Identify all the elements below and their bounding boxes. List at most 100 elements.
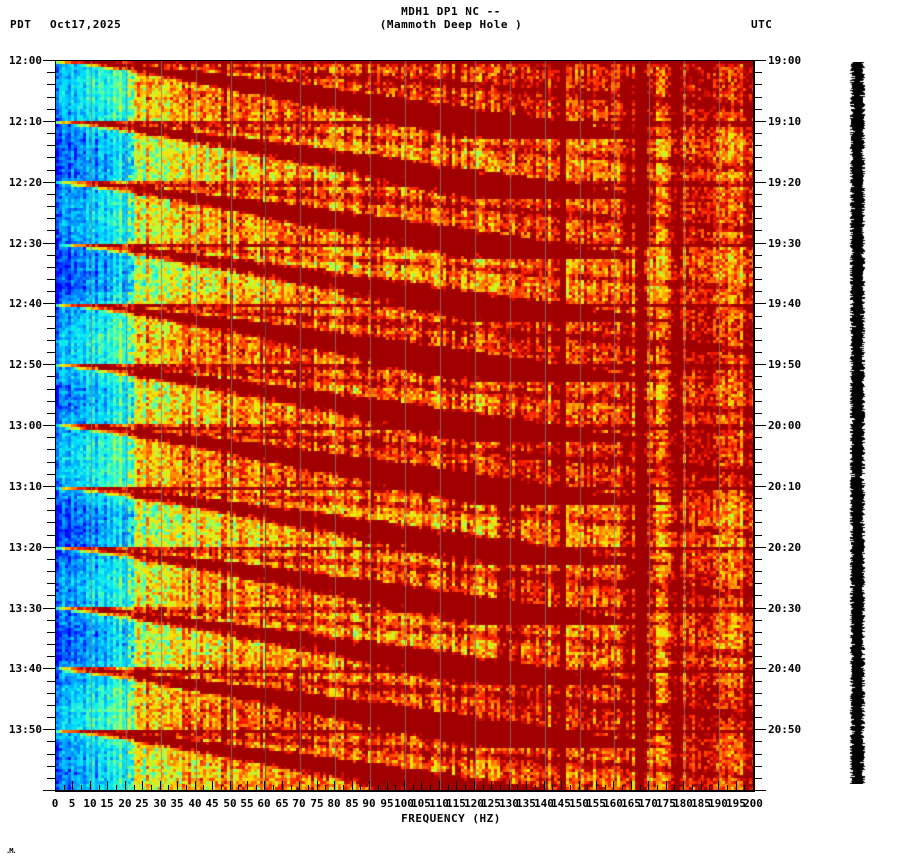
right-tick-minor bbox=[754, 206, 762, 207]
right-tick-minor bbox=[754, 84, 762, 85]
right-tick-minor bbox=[754, 571, 762, 572]
right-tick-major bbox=[754, 547, 766, 548]
frequency-tick-label: 30 bbox=[153, 797, 167, 810]
station-title-line2: (Mammoth Deep Hole ) bbox=[379, 18, 523, 31]
left-time-label: 12:30 bbox=[8, 237, 42, 250]
left-tick-minor bbox=[47, 340, 55, 341]
frequency-tick-label: 165 bbox=[621, 797, 641, 810]
frequency-tick-minor bbox=[151, 785, 152, 791]
frequency-tick-label: 175 bbox=[656, 797, 676, 810]
frequency-tick-major bbox=[526, 781, 527, 791]
right-time-label: 20:10 bbox=[768, 480, 802, 493]
left-tick-minor bbox=[47, 632, 55, 633]
left-time-label: 13:30 bbox=[8, 602, 42, 615]
frequency-tick-label: 195 bbox=[726, 797, 746, 810]
frequency-tick-label: 135 bbox=[516, 797, 536, 810]
frequency-tick-major bbox=[55, 781, 56, 791]
amplitude-trace-canvas bbox=[848, 62, 868, 784]
frequency-tick-minor bbox=[221, 785, 222, 791]
frequency-tick-major bbox=[317, 781, 318, 791]
left-time-label: 13:40 bbox=[8, 662, 42, 675]
frequency-tick-major bbox=[491, 781, 492, 791]
frequency-tick-major bbox=[456, 781, 457, 791]
right-tick-minor bbox=[754, 157, 762, 158]
frequency-tick-major bbox=[666, 781, 667, 791]
right-tick-minor bbox=[754, 449, 762, 450]
frequency-tick-label: 25 bbox=[135, 797, 149, 810]
left-tick-minor bbox=[47, 571, 55, 572]
right-tick-minor bbox=[754, 535, 762, 536]
right-time-label: 19:00 bbox=[768, 54, 802, 67]
right-tick-minor bbox=[754, 717, 762, 718]
right-tick-major bbox=[754, 608, 766, 609]
frequency-tick-label: 50 bbox=[223, 797, 237, 810]
right-tick-minor bbox=[754, 145, 762, 146]
left-tick-minor bbox=[47, 583, 55, 584]
left-time-label: 12:40 bbox=[8, 297, 42, 310]
right-tick-minor bbox=[754, 230, 762, 231]
frequency-tick-major bbox=[264, 781, 265, 791]
left-tick-minor bbox=[47, 109, 55, 110]
left-tick-minor bbox=[47, 401, 55, 402]
frequency-tick-label: 100 bbox=[394, 797, 414, 810]
frequency-tick-major bbox=[299, 781, 300, 791]
right-time-label: 20:50 bbox=[768, 723, 802, 736]
right-tick-major bbox=[754, 668, 766, 669]
frequency-tick-major bbox=[352, 781, 353, 791]
frequency-tick-major bbox=[230, 781, 231, 791]
left-tick-minor bbox=[47, 157, 55, 158]
frequency-tick-minor bbox=[238, 785, 239, 791]
frequency-tick-minor bbox=[674, 785, 675, 791]
right-tick-minor bbox=[754, 328, 762, 329]
frequency-tick-major bbox=[718, 781, 719, 791]
frequency-tick-label: 170 bbox=[638, 797, 658, 810]
frequency-tick-label: 65 bbox=[275, 797, 289, 810]
right-time-label: 19:10 bbox=[768, 115, 802, 128]
frequency-tick-minor bbox=[308, 785, 309, 791]
right-tick-minor bbox=[754, 267, 762, 268]
frequency-tick-label: 120 bbox=[464, 797, 484, 810]
frequency-tick-major bbox=[561, 781, 562, 791]
right-tick-major bbox=[754, 60, 766, 61]
frequency-tick-label: 125 bbox=[481, 797, 501, 810]
left-tick-major bbox=[43, 364, 55, 365]
right-tick-minor bbox=[754, 376, 762, 377]
spectrogram-plot-area bbox=[55, 60, 755, 792]
left-tick-minor bbox=[47, 462, 55, 463]
frequency-tick-label: 20 bbox=[118, 797, 132, 810]
frequency-tick-major bbox=[421, 781, 422, 791]
right-tick-minor bbox=[754, 644, 762, 645]
right-tick-minor bbox=[754, 474, 762, 475]
frequency-tick-minor bbox=[640, 785, 641, 791]
left-tick-minor bbox=[47, 170, 55, 171]
frequency-tick-major bbox=[142, 781, 143, 791]
left-tick-minor bbox=[47, 620, 55, 621]
frequency-tick-major bbox=[509, 781, 510, 791]
frequency-tick-minor bbox=[448, 785, 449, 791]
frequency-tick-major bbox=[613, 781, 614, 791]
left-tick-minor bbox=[47, 474, 55, 475]
frequency-tick-minor bbox=[186, 785, 187, 791]
right-tick-minor bbox=[754, 279, 762, 280]
frequency-tick-major bbox=[753, 781, 754, 791]
left-tick-minor bbox=[47, 230, 55, 231]
frequency-tick-label: 105 bbox=[411, 797, 431, 810]
left-tick-minor bbox=[47, 316, 55, 317]
left-tick-minor bbox=[47, 389, 55, 390]
left-tick-minor bbox=[47, 510, 55, 511]
right-time-label: 20:30 bbox=[768, 602, 802, 615]
right-tick-minor bbox=[754, 72, 762, 73]
frequency-tick-label: 185 bbox=[691, 797, 711, 810]
left-tick-minor bbox=[47, 437, 55, 438]
frequency-tick-label: 55 bbox=[240, 797, 254, 810]
frequency-tick-minor bbox=[256, 785, 257, 791]
left-tick-minor bbox=[47, 267, 55, 268]
right-tick-major bbox=[754, 243, 766, 244]
frequency-tick-minor bbox=[99, 785, 100, 791]
frequency-tick-label: 180 bbox=[673, 797, 693, 810]
right-time-label: 20:40 bbox=[768, 662, 802, 675]
frequency-tick-label: 130 bbox=[499, 797, 519, 810]
left-tick-major bbox=[43, 790, 55, 791]
left-tick-minor bbox=[47, 754, 55, 755]
frequency-tick-minor bbox=[203, 785, 204, 791]
